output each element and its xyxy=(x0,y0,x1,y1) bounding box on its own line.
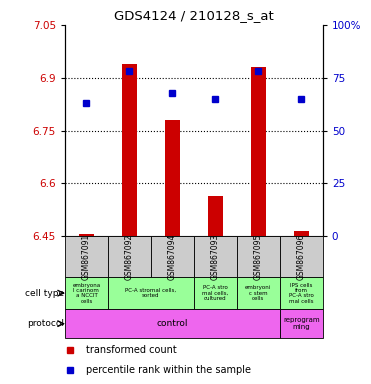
Text: transformed count: transformed count xyxy=(86,345,176,355)
Bar xyxy=(280,277,323,310)
Bar xyxy=(237,236,280,277)
Bar xyxy=(294,231,309,236)
Text: PC-A stromal cells,
sorted: PC-A stromal cells, sorted xyxy=(125,288,177,298)
Title: GDS4124 / 210128_s_at: GDS4124 / 210128_s_at xyxy=(114,9,274,22)
Text: GSM867094: GSM867094 xyxy=(168,233,177,280)
Text: protocol: protocol xyxy=(27,319,64,328)
Bar xyxy=(79,234,94,236)
Text: cell type: cell type xyxy=(25,289,64,298)
Bar xyxy=(194,277,237,310)
Text: GSM867091: GSM867091 xyxy=(82,233,91,280)
Bar xyxy=(65,310,280,338)
Text: IPS cells
from
PC-A stro
mal cells: IPS cells from PC-A stro mal cells xyxy=(289,283,314,304)
Bar xyxy=(65,236,108,277)
Bar xyxy=(237,277,280,310)
Text: GSM867096: GSM867096 xyxy=(297,233,306,280)
Text: GSM867095: GSM867095 xyxy=(254,233,263,280)
Bar xyxy=(65,277,108,310)
Text: embryoni
c stem
cells: embryoni c stem cells xyxy=(245,285,272,301)
Text: control: control xyxy=(157,319,188,328)
Text: embryona
l carinom
a NCCIT
cells: embryona l carinom a NCCIT cells xyxy=(72,283,101,304)
Bar xyxy=(108,277,194,310)
Bar xyxy=(280,310,323,338)
Bar xyxy=(108,236,151,277)
Text: reprogram
ming: reprogram ming xyxy=(283,317,319,330)
Bar xyxy=(280,236,323,277)
Bar xyxy=(165,120,180,236)
Text: GSM867092: GSM867092 xyxy=(125,233,134,280)
Bar xyxy=(251,67,266,236)
Bar xyxy=(194,236,237,277)
Text: percentile rank within the sample: percentile rank within the sample xyxy=(86,364,250,375)
Text: PC-A stro
mal cells,
cultured: PC-A stro mal cells, cultured xyxy=(202,285,229,301)
Bar xyxy=(208,196,223,236)
Text: GSM867093: GSM867093 xyxy=(211,233,220,280)
Bar xyxy=(151,236,194,277)
Bar xyxy=(122,64,137,236)
